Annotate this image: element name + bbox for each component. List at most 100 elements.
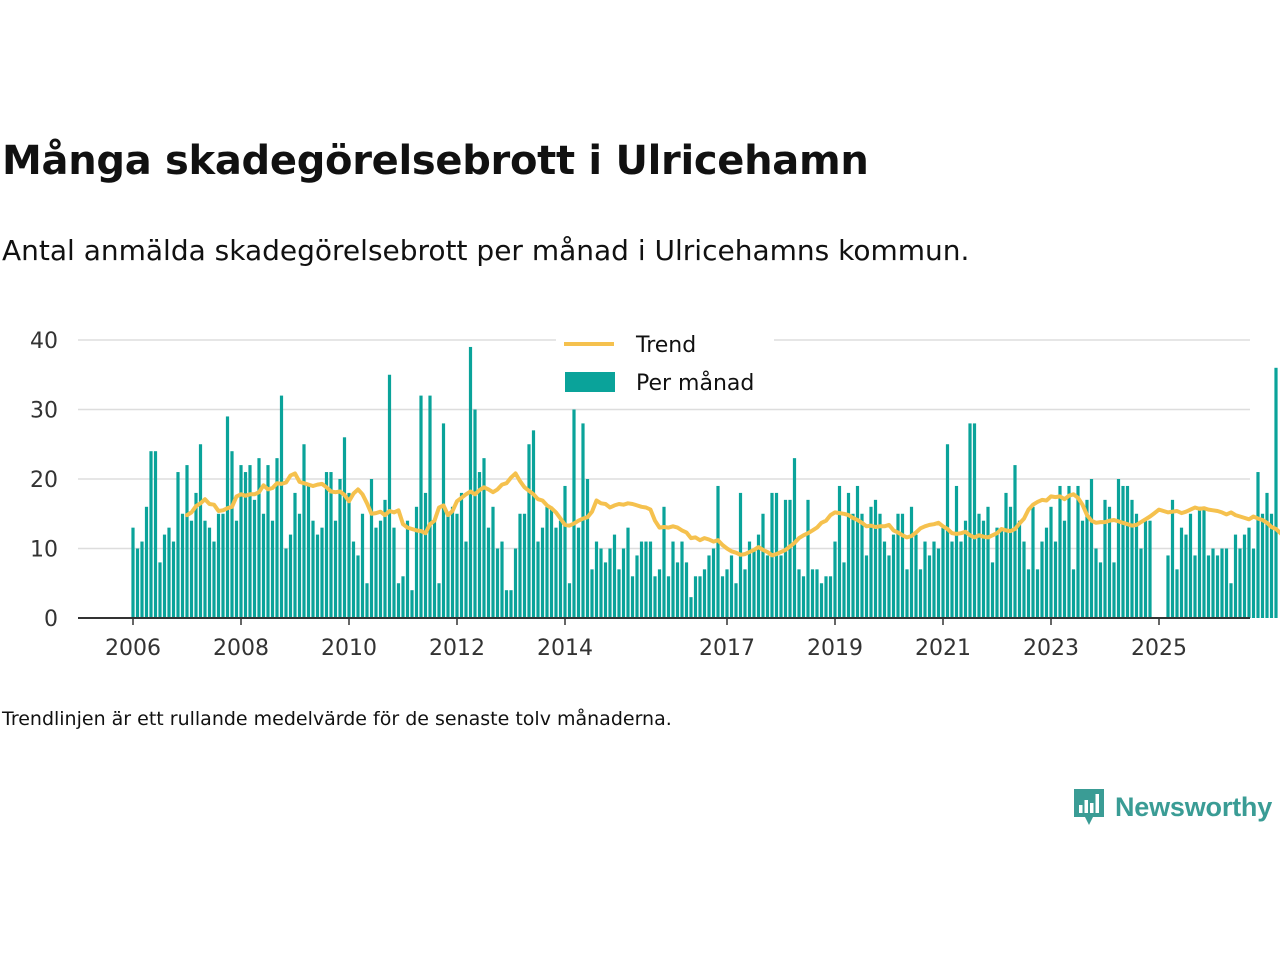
bar xyxy=(180,513,185,618)
bar xyxy=(302,444,306,618)
bar xyxy=(266,465,270,618)
bar xyxy=(477,472,482,618)
bar xyxy=(612,534,617,618)
bar xyxy=(752,548,756,618)
bar xyxy=(1022,541,1026,618)
bar xyxy=(963,520,968,618)
bar xyxy=(693,576,698,618)
bar xyxy=(230,451,234,618)
brand-logo[interactable]: Newsworthy xyxy=(1072,786,1272,828)
bar xyxy=(576,527,581,618)
x-tick-label: 2008 xyxy=(213,636,269,660)
bar xyxy=(464,541,468,618)
bar xyxy=(648,541,653,618)
x-tick-label: 2012 xyxy=(429,636,485,660)
bar xyxy=(846,492,851,618)
bar xyxy=(1008,506,1013,618)
bar xyxy=(797,569,801,618)
bar xyxy=(684,562,689,618)
bar xyxy=(369,479,374,618)
bar xyxy=(153,451,158,618)
bar xyxy=(356,555,360,618)
bar xyxy=(671,541,675,618)
bar xyxy=(392,527,396,618)
bar xyxy=(828,576,833,618)
bar xyxy=(167,527,171,618)
bar xyxy=(644,541,648,618)
bar xyxy=(500,541,504,618)
bar xyxy=(599,548,603,618)
bar xyxy=(140,541,144,618)
bar xyxy=(603,562,608,618)
bar xyxy=(297,513,302,618)
bar xyxy=(365,583,369,618)
bar xyxy=(1035,569,1040,618)
bar xyxy=(932,541,936,618)
bar xyxy=(1175,569,1179,618)
bar xyxy=(446,513,450,618)
bar xyxy=(1188,513,1193,618)
bar xyxy=(270,520,275,618)
bar xyxy=(149,451,153,618)
bar xyxy=(1103,499,1107,618)
bar xyxy=(135,548,140,618)
bar xyxy=(176,472,180,618)
bar xyxy=(1089,479,1094,618)
x-tick-label: 2025 xyxy=(1131,636,1187,660)
bar xyxy=(284,548,288,618)
x-tick-label: 2014 xyxy=(537,636,593,660)
bar xyxy=(761,513,765,618)
bar xyxy=(401,576,405,618)
bar xyxy=(144,506,149,618)
y-tick-label: 40 xyxy=(30,329,58,354)
bar xyxy=(594,541,599,618)
y-tick-label: 30 xyxy=(30,399,58,424)
bar xyxy=(558,520,563,618)
bars-per-month xyxy=(131,346,1278,618)
bar xyxy=(1206,555,1211,618)
legend-bars-label: Per månad xyxy=(636,370,754,396)
bar xyxy=(630,576,635,618)
bar xyxy=(1098,562,1103,618)
bar xyxy=(162,534,167,618)
bar xyxy=(1215,555,1220,618)
x-tick-label: 2021 xyxy=(915,636,971,660)
x-tick-label: 2019 xyxy=(807,636,863,660)
bar xyxy=(324,472,329,618)
bar xyxy=(815,569,819,618)
bar xyxy=(635,555,639,618)
legend-bar-swatch xyxy=(565,372,615,392)
bar xyxy=(680,541,684,618)
bar xyxy=(1058,485,1062,618)
bar xyxy=(1040,541,1044,618)
bar xyxy=(711,548,716,618)
x-tick-label: 2010 xyxy=(321,636,377,660)
y-tick-label: 0 xyxy=(44,607,58,632)
bar xyxy=(720,576,725,618)
bar xyxy=(725,569,729,618)
bar xyxy=(1044,527,1049,618)
bar xyxy=(342,437,347,618)
bar xyxy=(320,527,324,618)
bar xyxy=(482,458,486,618)
bar xyxy=(351,541,356,618)
bar xyxy=(1256,472,1260,618)
bar xyxy=(729,555,734,618)
x-tick-label: 2023 xyxy=(1023,636,1079,660)
bar xyxy=(1071,569,1076,618)
bar xyxy=(252,499,257,618)
bar xyxy=(743,569,747,618)
bar xyxy=(1247,527,1251,618)
bar xyxy=(1076,485,1080,618)
bar xyxy=(360,513,365,618)
bar xyxy=(491,506,495,618)
bar xyxy=(378,520,383,618)
bar xyxy=(347,492,351,618)
bar xyxy=(1202,506,1206,618)
bar xyxy=(734,583,738,618)
bar xyxy=(428,395,432,618)
bar xyxy=(563,485,567,618)
y-tick-label: 10 xyxy=(30,538,58,563)
bar xyxy=(810,569,815,618)
bar xyxy=(990,562,995,618)
